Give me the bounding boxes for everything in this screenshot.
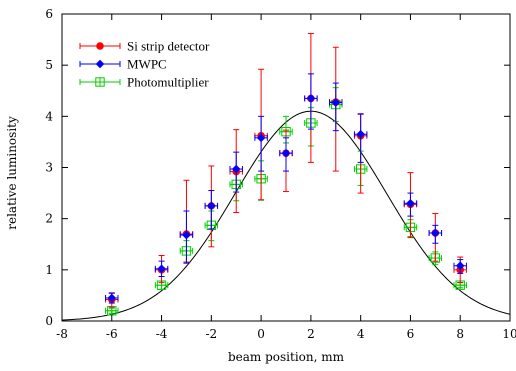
data-point [105,306,119,316]
legend-label: Si strip detector [127,39,210,54]
data-point [304,73,318,130]
point-marker [306,94,316,103]
data-point [105,292,119,304]
legend-label: MWPC [127,57,167,72]
x-tick-label: -8 [56,327,68,341]
point-marker [256,133,266,143]
data-point [229,151,243,193]
data-point [428,224,443,244]
data-point [154,260,169,277]
series-mwpc [105,73,467,304]
x-tick-label: -4 [156,327,168,341]
data-point [403,192,418,217]
point-marker [331,98,341,107]
axis-ticks: -8 -6 -4 -2 0 2 4 6 8 10 0 1 2 3 4 5 6 [45,7,516,341]
data-point [179,210,194,264]
y-tick-label: 3 [45,161,53,175]
x-tick-label: -6 [106,327,118,341]
data-point [204,190,219,230]
point-marker [207,201,216,211]
y-tick-label: 2 [45,212,53,226]
x-tick-label: 2 [307,327,315,341]
data-point [329,82,343,132]
y-tick-label: 5 [45,58,53,72]
point-marker [157,264,166,274]
legend-marker [96,42,104,50]
y-axis-label: relative luminosity [5,116,19,230]
legend-label: Photomultiplier [127,75,209,90]
x-tick-label: 8 [456,327,464,341]
point-marker [231,164,241,174]
point-marker [356,129,365,139]
x-tick-label: 10 [502,327,516,341]
point-marker [107,293,117,303]
x-tick-label: -2 [205,327,217,341]
x-tick-label: 4 [357,327,365,341]
legend-marker [95,59,105,69]
data-point [353,113,368,163]
y-tick-label: 6 [45,7,53,21]
x-axis-label: beam position, mm [228,350,345,364]
point-marker [406,199,415,208]
point-marker [455,261,465,271]
legend-entry-mwpc: MWPC [79,57,167,72]
data-point [254,115,268,172]
legend: Si strip detector MWPC Photomultiplier [79,39,210,90]
point-marker [182,230,191,240]
data-point [453,259,467,274]
y-tick-label: 0 [45,314,53,328]
data-layer [105,32,467,316]
legend-entry-si-strip-detector: Si strip detector [79,39,210,54]
x-tick-label: 6 [407,327,415,341]
legend-entry-photomultiplier: Photomultiplier [79,75,209,90]
data-point [279,137,293,172]
point-marker [281,148,291,158]
y-tick-label: 4 [45,109,53,123]
point-marker [431,228,440,238]
x-tick-label: 0 [257,327,265,341]
y-tick-label: 1 [45,263,53,277]
legend-marker [95,77,105,87]
